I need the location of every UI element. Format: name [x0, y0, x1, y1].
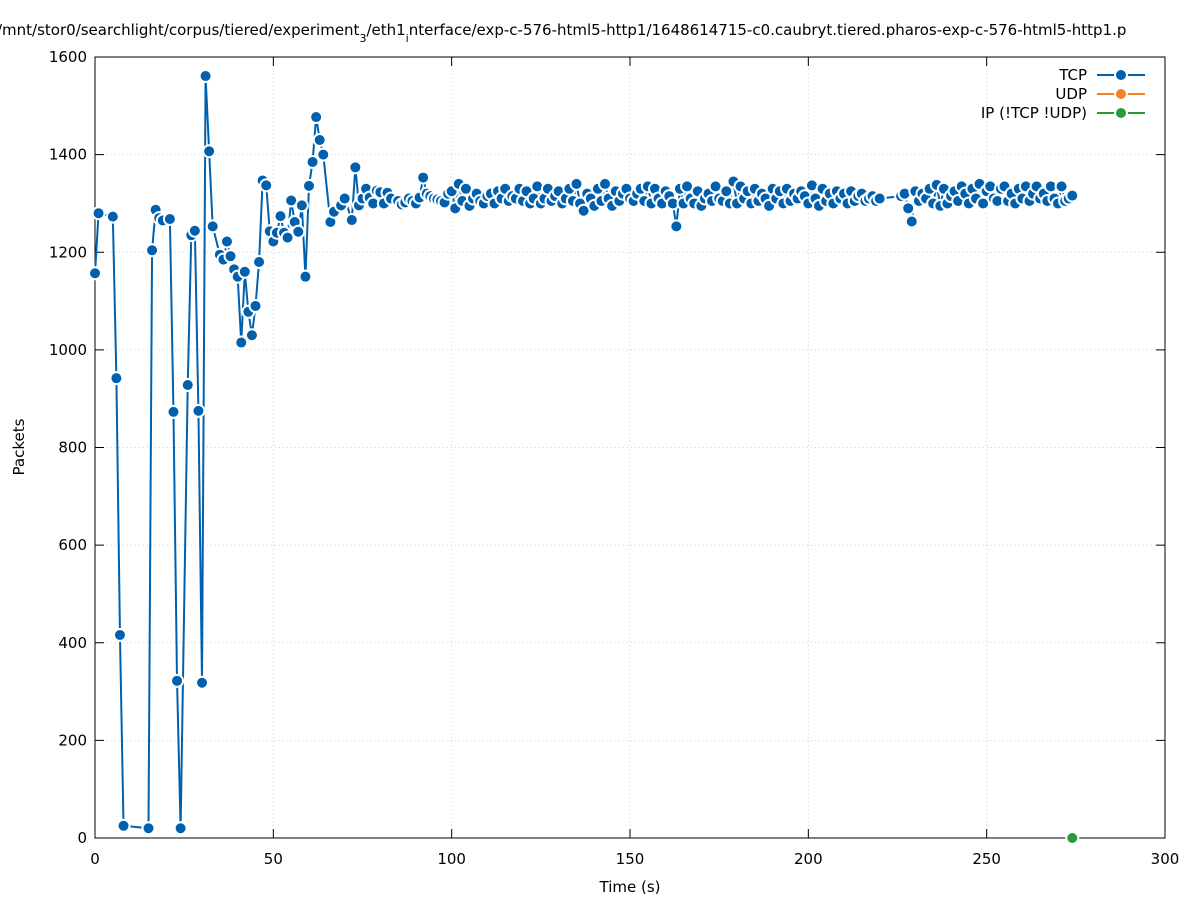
data-point — [309, 110, 324, 125]
data-point — [191, 403, 206, 418]
data-point — [91, 206, 106, 221]
y-tick-label: 400 — [58, 634, 87, 652]
data-point — [1054, 179, 1069, 194]
data-point — [904, 214, 919, 229]
data-point — [109, 371, 124, 386]
data-point — [234, 335, 249, 350]
title-part: 3 — [359, 32, 366, 45]
data-point — [298, 269, 313, 284]
data-point — [273, 209, 288, 224]
data-point — [316, 147, 331, 162]
y-tick-label: 1000 — [49, 341, 87, 359]
y-tick-label: 600 — [58, 536, 87, 554]
data-point — [337, 191, 352, 206]
data-point — [872, 191, 887, 206]
data-point — [248, 298, 263, 313]
data-point — [294, 198, 309, 213]
chart-title: /mnt/stor0/searchlight/corpus/tiered/exp… — [0, 21, 1126, 45]
data-point — [145, 243, 160, 258]
data-point — [1065, 831, 1080, 845]
data-point — [1065, 188, 1080, 203]
data-point — [141, 821, 156, 836]
data-point — [105, 209, 120, 224]
data-point — [219, 234, 234, 249]
x-tick-label: 250 — [972, 850, 1001, 868]
data-point — [569, 176, 584, 191]
data-point — [348, 160, 363, 175]
data-point — [598, 176, 613, 191]
title-part: /mnt/stor0/searchlight/corpus/tiered/exp… — [0, 21, 360, 39]
data-point — [170, 673, 185, 688]
data-point — [312, 132, 327, 147]
data-point — [187, 223, 202, 238]
data-point — [237, 264, 252, 279]
x-tick-label: 50 — [264, 850, 283, 868]
data-point — [195, 675, 209, 690]
plot-border — [94, 56, 1166, 839]
data-point — [162, 212, 177, 227]
x-axis-label: Time (s) — [599, 878, 661, 896]
data-point — [669, 219, 684, 234]
data-point — [305, 154, 320, 169]
data-point — [166, 404, 181, 419]
y-tick-label: 1400 — [49, 146, 87, 164]
data-point — [180, 378, 195, 393]
data-point — [280, 230, 295, 245]
legend-label: UDP — [1055, 85, 1087, 103]
data-point — [252, 255, 267, 270]
data-point — [291, 224, 306, 239]
y-tick-label: 800 — [58, 439, 87, 457]
data-point — [302, 178, 316, 193]
data-point — [202, 144, 217, 159]
data-point — [88, 266, 102, 281]
data-point — [719, 184, 734, 199]
y-tick-label: 0 — [77, 829, 87, 847]
data-point — [259, 178, 274, 193]
y-tick-label: 1600 — [49, 48, 87, 66]
legend-marker — [1114, 106, 1128, 120]
data-point — [223, 249, 238, 264]
x-tick-label: 150 — [616, 850, 645, 868]
x-tick-label: 0 — [90, 850, 100, 868]
data-point — [112, 627, 127, 642]
x-tick-label: 300 — [1151, 850, 1180, 868]
legend-marker — [1114, 68, 1128, 82]
x-tick-label: 100 — [437, 850, 466, 868]
y-axis-label: Packets — [10, 418, 28, 475]
data-point — [244, 328, 259, 343]
title-part: i — [406, 32, 409, 45]
data-point — [901, 201, 916, 216]
data-point — [344, 213, 359, 228]
title-part: /eth1 — [366, 21, 405, 39]
data-point — [416, 170, 431, 185]
legend-marker — [1114, 87, 1128, 101]
legend-label: TCP — [1058, 66, 1087, 84]
data-point — [173, 821, 188, 836]
data-point — [198, 69, 213, 84]
x-tick-label: 200 — [794, 850, 823, 868]
title-part: nterface/exp-c-576-html5-http1/164861471… — [409, 21, 1127, 39]
y-tick-label: 1200 — [49, 243, 87, 261]
data-point — [116, 818, 131, 833]
y-tick-label: 200 — [58, 731, 87, 749]
data-point — [205, 219, 220, 234]
legend-label: IP (!TCP !UDP) — [981, 104, 1087, 122]
